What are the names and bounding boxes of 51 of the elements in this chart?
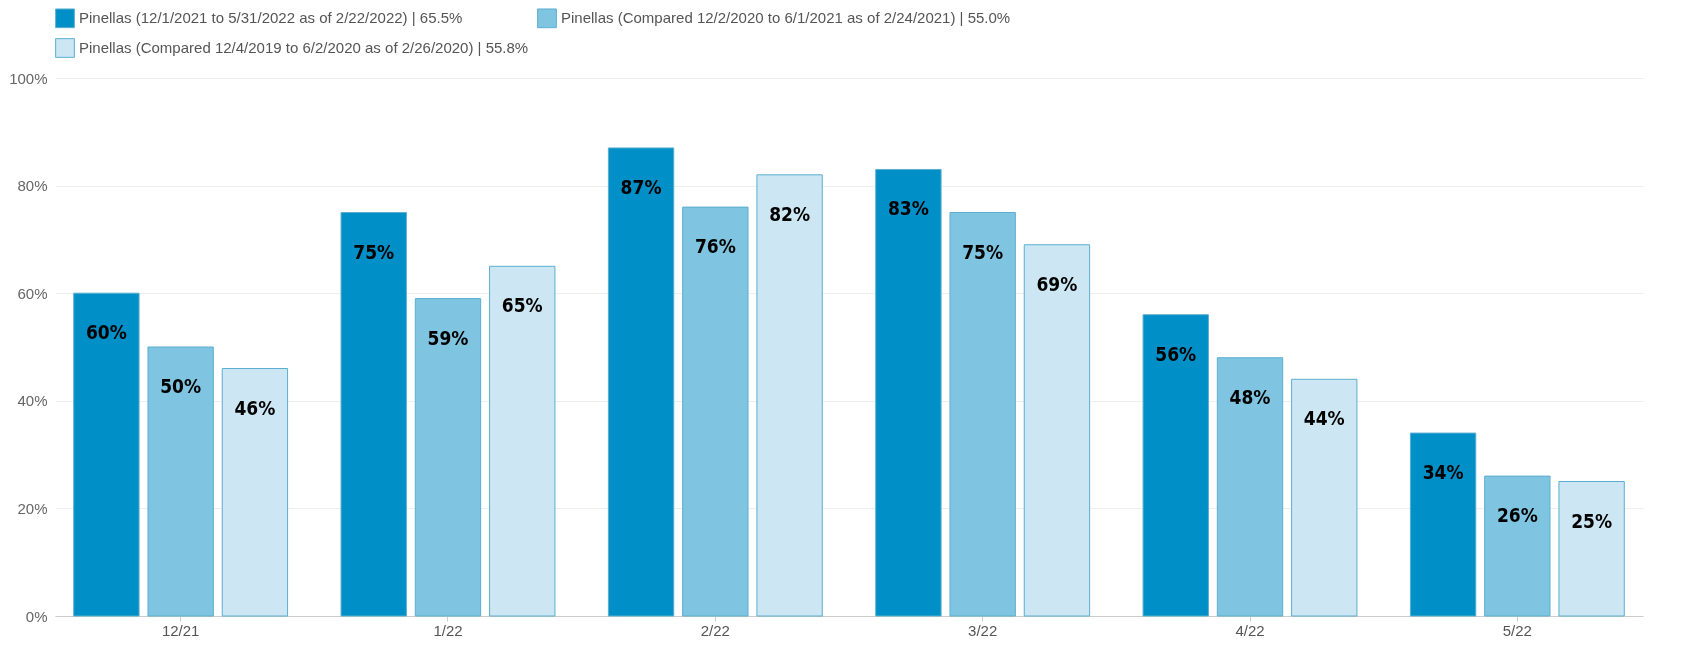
bar	[1558, 481, 1625, 617]
bar	[1484, 475, 1551, 617]
data-label: 56%	[1155, 342, 1197, 365]
data-label: 50%	[160, 375, 202, 397]
bar	[1291, 378, 1358, 617]
y-tick-label: 80%	[17, 177, 48, 195]
legend-label: Pinellas (Compared 12/4/2019 to 6/2/2020 as of 2/26/2020) | 55.8%	[79, 39, 529, 56]
bar	[1023, 244, 1091, 617]
data-label: 65%	[501, 294, 543, 317]
x-tick-label: 5/22	[1502, 621, 1532, 639]
bar	[147, 346, 214, 617]
legend-label: Pinellas (12/1/2021 to 5/31/2022 as of 2/22/2022) | 65.5%	[79, 9, 463, 27]
y-tick-label: 0%	[25, 607, 48, 625]
y-tick-label: 100%	[9, 69, 48, 87]
data-label: 75%	[353, 240, 395, 263]
bar	[756, 174, 823, 617]
bar	[949, 212, 1016, 617]
y-tick-label: 60%	[17, 284, 48, 302]
bar	[1409, 432, 1477, 617]
data-label: 76%	[694, 235, 736, 258]
x-tick-label: 1/22	[433, 621, 463, 639]
bar	[607, 147, 675, 617]
data-label: 83%	[887, 197, 929, 220]
bar	[340, 212, 407, 617]
y-tick-label: 40%	[17, 392, 48, 410]
y-tick-label: 20%	[17, 499, 48, 517]
data-label: 34%	[1422, 461, 1464, 484]
data-label: 44%	[1303, 407, 1345, 430]
data-label: 60%	[85, 321, 127, 344]
data-label: 87%	[620, 175, 662, 198]
data-label: 25%	[1571, 509, 1613, 532]
bar	[875, 168, 942, 617]
data-label: 82%	[769, 202, 811, 225]
data-label: 59%	[427, 326, 469, 349]
x-tick-label: 4/22	[1235, 621, 1265, 639]
bar	[682, 206, 749, 617]
data-label: 48%	[1229, 385, 1271, 408]
x-tick-label: 2/22	[700, 621, 730, 639]
bar	[221, 368, 289, 617]
data-label: 26%	[1496, 504, 1538, 527]
x-tick-label: 12/21	[161, 621, 200, 639]
data-label: 75%	[962, 240, 1004, 263]
bar	[414, 298, 482, 617]
x-tick-label: 3/22	[968, 621, 998, 639]
bar	[73, 292, 140, 617]
bar	[1216, 357, 1284, 617]
data-label: 46%	[234, 396, 276, 419]
legend-label: Pinellas (Compared 12/2/2020 to 6/1/2021 as of 2/24/2021) | 55.0%	[561, 9, 1011, 27]
bar	[489, 265, 556, 617]
data-label: 69%	[1036, 272, 1078, 295]
bar	[1142, 314, 1209, 617]
